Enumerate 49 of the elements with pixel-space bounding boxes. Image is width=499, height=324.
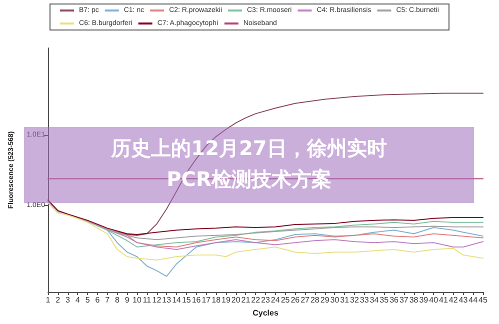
- x-tick-label: 36: [390, 296, 400, 304]
- x-tick-label: 6: [95, 296, 100, 304]
- x-tick-label: 25: [280, 296, 290, 304]
- x-tick-label: 19: [222, 296, 231, 304]
- x-tick-label: 31: [340, 296, 350, 304]
- x-tick-label: 40: [429, 296, 439, 304]
- x-tick-label: 45: [478, 296, 488, 304]
- x-tick-label: 21: [241, 296, 251, 304]
- x-tick-label: 12: [152, 296, 162, 304]
- x-tick-label: 33: [360, 296, 370, 304]
- x-tick-label: 29: [320, 296, 330, 304]
- line-series: [48, 200, 484, 236]
- x-tick-label: 9: [124, 296, 130, 304]
- x-tick-label: 7: [105, 296, 110, 304]
- x-tick-label: 18: [212, 296, 222, 304]
- x-tick-label: 20: [231, 296, 241, 304]
- x-tick-label: 41: [439, 296, 448, 304]
- x-tick-label: 4: [75, 296, 80, 304]
- x-tick-label: 5: [85, 296, 90, 304]
- x-tick-label: 38: [409, 296, 419, 304]
- x-tick-label: 30: [330, 296, 340, 304]
- x-tick-label: 3: [66, 296, 71, 304]
- x-tick-label: 44: [468, 296, 478, 304]
- x-tick-label: 32: [350, 296, 360, 304]
- x-tick-label: 26: [290, 296, 300, 304]
- x-tick-label: 11: [142, 296, 152, 304]
- x-tick-label: 15: [182, 296, 192, 304]
- x-tick-label: 8: [114, 296, 120, 304]
- x-tick-label: 17: [202, 296, 212, 304]
- x-tick-label: 16: [192, 296, 202, 304]
- x-axis-title: Cycles: [252, 308, 279, 318]
- x-tick-label: 24: [270, 296, 280, 304]
- x-tick-label: 39: [419, 296, 429, 304]
- x-tick-label: 2: [56, 296, 61, 304]
- x-tick-label: 23: [261, 296, 270, 304]
- x-tick-label: 28: [310, 296, 320, 304]
- x-tick-label: 34: [370, 296, 380, 304]
- x-tick-label: 10: [132, 296, 142, 304]
- x-tick-label: 37: [399, 296, 409, 304]
- x-tick-label: 1: [46, 296, 51, 304]
- x-tick-label: 22: [251, 296, 261, 304]
- x-tick-label: 42: [448, 296, 458, 304]
- x-tick-label: 35: [380, 296, 390, 304]
- x-tick-label: 43: [458, 296, 468, 304]
- x-tick-label: 27: [300, 296, 310, 304]
- line-series: [48, 202, 484, 261]
- x-tick-label: 13: [162, 296, 172, 304]
- x-tick-label: 14: [172, 296, 182, 304]
- line-series: [48, 202, 484, 240]
